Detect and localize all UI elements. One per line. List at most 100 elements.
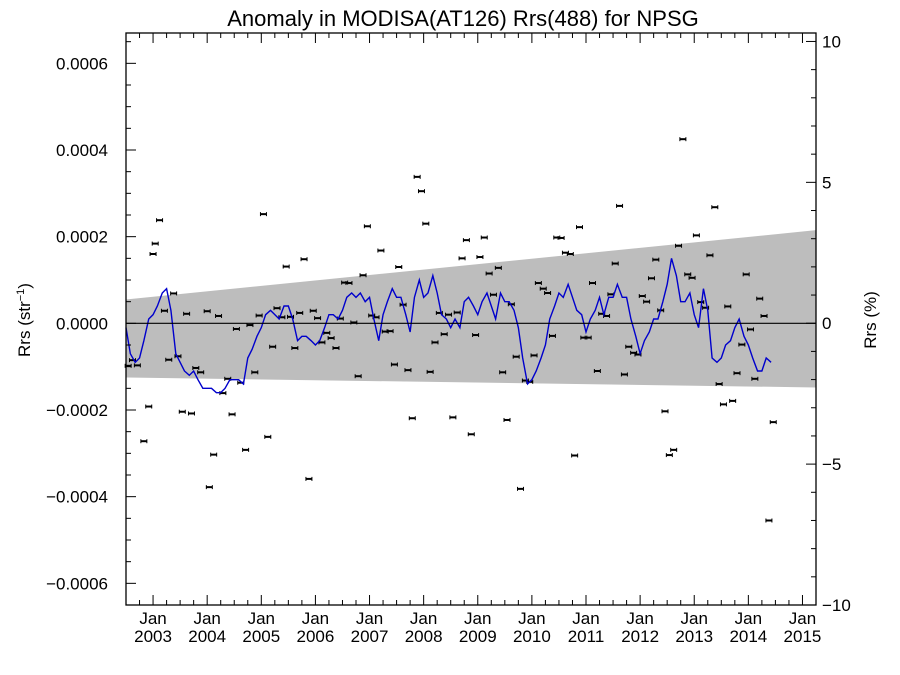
data-point [242,447,250,452]
data-point [354,374,362,379]
data-point [499,370,507,375]
data-point [458,256,466,261]
x-tick-month: Jan [735,609,762,628]
y-tick-right-label: −10 [822,596,851,615]
data-point [291,346,299,351]
y-tick-label: 0.0002 [56,228,108,247]
data-point [413,174,421,179]
x-tick-month: Jan [248,609,275,628]
data-point [476,255,484,260]
data-point [205,485,213,490]
data-points [124,137,777,523]
data-point [264,434,272,439]
data-point [571,453,579,458]
y-tick-label: 0.0004 [56,141,108,160]
data-point [145,404,153,409]
data-point [309,308,317,313]
y-tick-label: −0.0006 [46,574,108,593]
data-point [472,333,480,338]
data-point [170,291,178,296]
data-point [711,205,719,210]
data-point [724,304,732,309]
x-tick-month: Jan [518,609,545,628]
data-point [449,415,457,420]
data-point [332,346,340,351]
data-point [661,409,669,414]
data-point [643,299,651,304]
data-point [417,189,425,194]
data-point [485,271,493,276]
data-point [769,420,777,425]
data-point [445,312,453,317]
data-point [765,518,773,523]
y-tick-right-label: 0 [822,314,831,333]
data-point [566,252,574,256]
data-point [530,353,538,358]
data-point [512,354,520,359]
data-point [314,316,322,321]
x-tick-year: 2014 [729,627,767,646]
data-point [269,344,277,349]
y-tick-right-label: −5 [822,455,841,474]
data-point [151,241,159,246]
data-point [625,344,633,349]
x-tick-year: 2010 [513,627,551,646]
x-tick-month: Jan [789,609,816,628]
data-point [183,311,191,316]
plot-frame [125,32,817,606]
data-point [377,248,385,253]
data-point [760,313,768,318]
x-tick-year: 2013 [675,627,713,646]
data-point [133,363,141,368]
data-point [679,137,687,142]
data-point [534,281,542,286]
x-tick-year: 2011 [568,627,605,646]
data-point [489,292,497,297]
x-tick-year: 2012 [621,627,659,646]
x-tick-month: Jan [193,609,220,628]
x-tick-month: Jan [464,609,491,628]
data-point [232,326,240,331]
data-point [422,221,430,226]
data-point [426,369,434,374]
data-point [165,357,173,362]
data-point [251,370,259,375]
data-point [453,310,461,315]
x-axis: Jan2003Jan2004Jan2005Jan2006Jan2007Jan20… [125,33,821,646]
data-point [729,398,737,403]
data-point [149,252,157,256]
data-point [160,308,168,313]
data-point [675,243,683,248]
y-axis-label-right: Rrs (%) [861,291,880,349]
data-point [210,452,218,457]
data-point [215,313,223,318]
data-point [715,382,723,386]
data-point [616,203,624,208]
data-point [688,275,696,280]
data-point [503,417,511,422]
x-tick-month: Jan [572,609,599,628]
data-point [719,402,727,407]
data-point [363,224,371,229]
data-point [733,371,741,376]
x-tick-month: Jan [356,609,383,628]
data-point [440,332,448,337]
data-point [259,212,267,217]
x-tick-month: Jan [139,609,166,628]
x-tick-year: 2008 [405,627,443,646]
data-point [140,439,148,444]
data-point [517,486,525,491]
data-point [738,342,746,347]
data-point [282,264,290,269]
data-point [494,265,502,270]
x-tick-year: 2003 [134,627,172,646]
x-tick-month: Jan [410,609,437,628]
y-axis-label-left: Rrs (str−1) [15,283,34,357]
chart-title: Anomaly in MODISA(AT126) Rrs(488) for NP… [227,6,699,31]
data-point [467,432,475,437]
data-point [756,296,764,301]
y-axis-right: 10 5 0 −5 −10 [806,32,851,615]
data-point [192,365,200,370]
x-tick-month: Jan [626,609,653,628]
data-point [620,372,628,377]
